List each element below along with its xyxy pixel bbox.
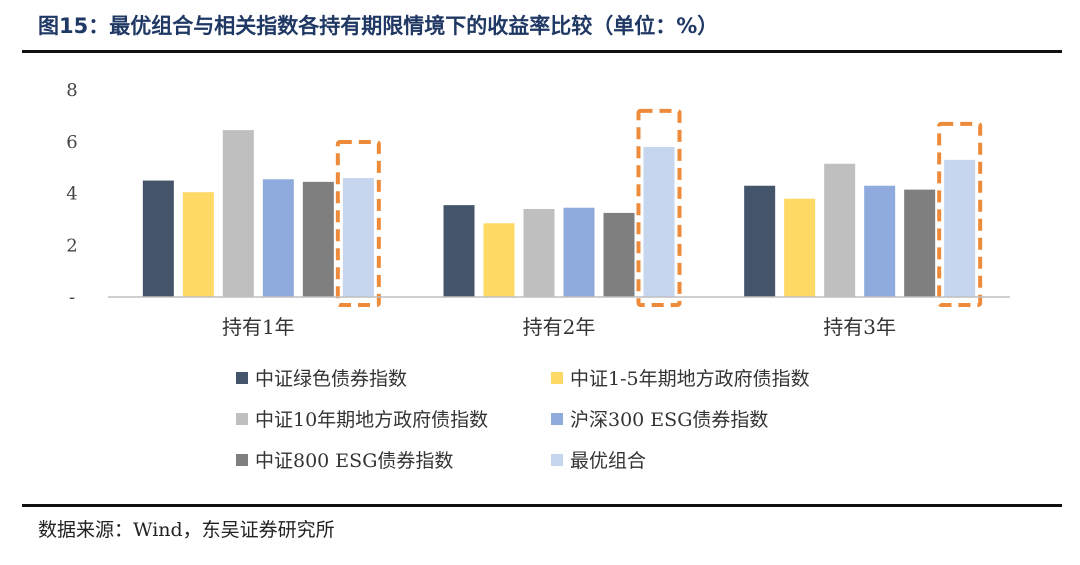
bar-chart: - 2 4 6 8 持有1年 持有2年 持有3年 中证绿色债券指数 中证1-5年期地方政府债指… bbox=[66, 80, 1010, 472]
bar-沪深300-esg债券指数-2 bbox=[563, 207, 595, 297]
source-note: 数据来源：Wind，东吴证券研究所 bbox=[38, 519, 335, 541]
legend-label: 中证绿色债券指数 bbox=[255, 368, 407, 390]
bar-中证1-5年期地方政府债指数-1 bbox=[182, 192, 214, 297]
y-axis: - 2 4 6 8 bbox=[66, 80, 77, 308]
legend-label: 沪深300 ESG债券指数 bbox=[570, 409, 768, 431]
x-tick-label: 持有2年 bbox=[523, 315, 596, 339]
legend-label: 中证1-5年期地方政府债指数 bbox=[570, 368, 810, 390]
legend-label: 中证10年期地方政府债指数 bbox=[255, 409, 488, 431]
legend-swatch-中证1-5年期地方政府债指数 bbox=[551, 372, 563, 384]
legend-label: 中证800 ESG债券指数 bbox=[255, 450, 453, 472]
legend-swatch-中证绿色债券指数 bbox=[236, 372, 248, 384]
highlight-box-2 bbox=[636, 108, 682, 307]
y-tick-label: - bbox=[69, 287, 75, 308]
bar-中证10年期地方政府债指数-3 bbox=[824, 163, 856, 297]
legend-label: 最优组合 bbox=[570, 450, 646, 472]
bars bbox=[142, 130, 976, 297]
bar-最优组合-3 bbox=[944, 159, 976, 297]
bar-中证800-esg债券指数-1 bbox=[302, 181, 334, 297]
legend-swatch-最优组合 bbox=[551, 454, 563, 466]
bar-中证10年期地方政府债指数-1 bbox=[222, 130, 254, 297]
bar-中证绿色债券指数-1 bbox=[142, 180, 174, 297]
bar-中证10年期地方政府债指数-2 bbox=[523, 209, 555, 297]
figure-title: 图15：最优组合与相关指数各持有期限情境下的收益率比较（单位：%） bbox=[38, 14, 719, 38]
bar-中证绿色债券指数-3 bbox=[744, 185, 776, 297]
highlight-box-1 bbox=[335, 139, 381, 307]
top-rule bbox=[22, 50, 1062, 53]
x-tick-label: 持有3年 bbox=[823, 315, 896, 339]
bar-最优组合-2 bbox=[643, 146, 675, 297]
y-tick-label: 2 bbox=[66, 235, 77, 256]
x-tick-label: 持有1年 bbox=[222, 315, 295, 339]
bar-中证1-5年期地方政府债指数-3 bbox=[784, 198, 816, 297]
bar-中证800-esg债券指数-3 bbox=[904, 189, 936, 297]
bar-沪深300-esg债券指数-3 bbox=[864, 185, 896, 297]
bar-中证800-esg债券指数-2 bbox=[603, 212, 635, 297]
y-tick-label: 4 bbox=[66, 184, 77, 205]
legend-swatch-沪深300-esg债券指数 bbox=[551, 413, 563, 425]
bar-中证1-5年期地方政府债指数-2 bbox=[483, 223, 515, 297]
x-axis-labels: 持有1年 持有2年 持有3年 bbox=[222, 315, 896, 339]
y-tick-label: 8 bbox=[66, 80, 77, 101]
y-tick-label: 6 bbox=[66, 132, 77, 153]
legend-swatch-中证800-esg债券指数 bbox=[236, 454, 248, 466]
highlight-boxes bbox=[335, 108, 983, 307]
bar-中证绿色债券指数-2 bbox=[443, 205, 475, 297]
bar-最优组合-1 bbox=[342, 177, 374, 297]
legend-swatch-中证10年期地方政府债指数 bbox=[236, 413, 248, 425]
bar-沪深300-esg债券指数-1 bbox=[262, 179, 294, 297]
highlight-box-3 bbox=[937, 121, 983, 307]
bottom-rule bbox=[22, 504, 1062, 507]
